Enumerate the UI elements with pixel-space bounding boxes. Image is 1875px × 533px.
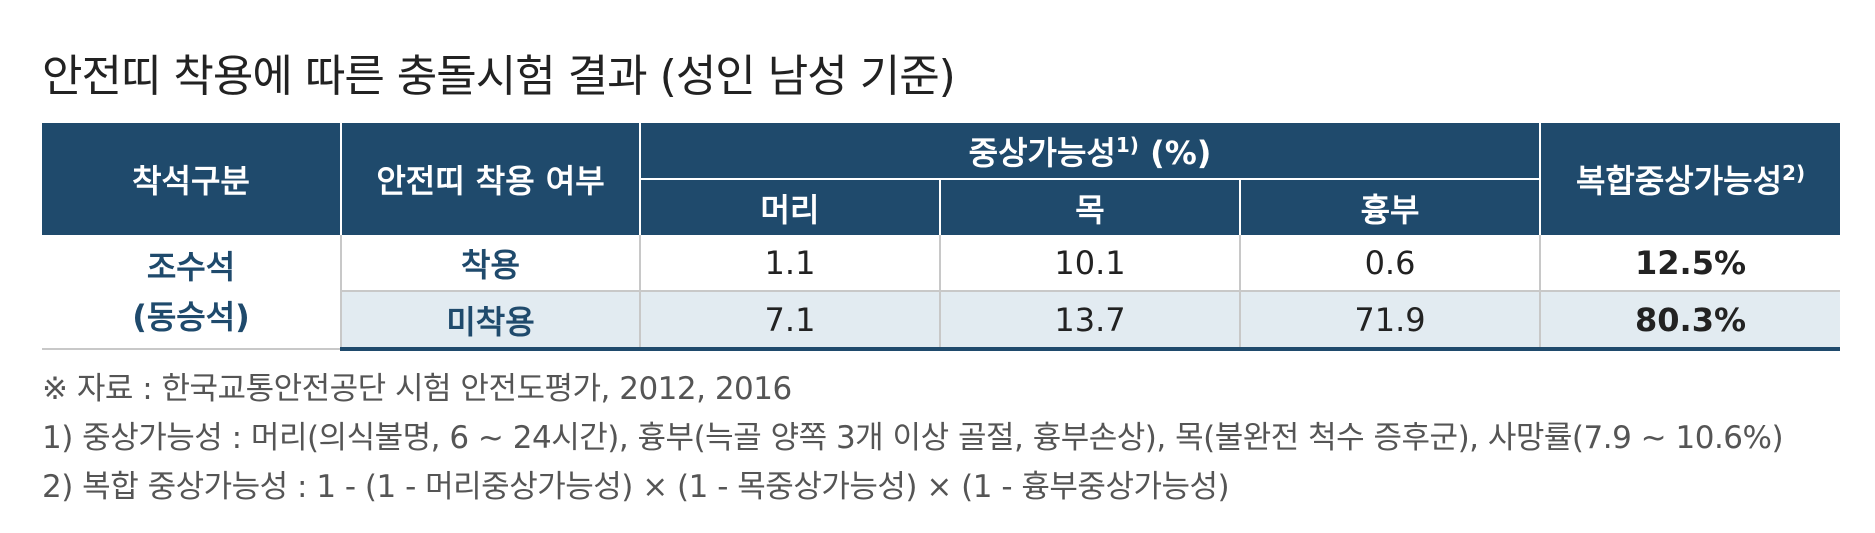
footnote-2: 2) 복합 중상가능성 : 1 - (1 - 머리중상가능성) × (1 - 목… bbox=[42, 469, 1230, 505]
header-injury-group: 중상가능성1) (%) bbox=[638, 123, 1542, 179]
value-head: 7.1 bbox=[639, 291, 940, 351]
table-row: 미착용 7.1 13.7 71.9 80.3% bbox=[42, 291, 1841, 351]
seat-label: 조수석 (동승석) bbox=[42, 235, 341, 350]
value-chest: 71.9 bbox=[1238, 291, 1541, 351]
header-injury-group-footnote: 1) bbox=[1115, 132, 1139, 157]
value-chest: 0.6 bbox=[1238, 235, 1541, 292]
crash-test-table: 착석구분 안전띠 착용 여부 중상가능성1) (%) 복합중상가능성2) 머리 … bbox=[42, 123, 1841, 351]
footnote-1: 1) 중상가능성 : 머리(의식불명, 6 ~ 24시간), 흉부(늑골 양쪽 … bbox=[42, 420, 1784, 456]
value-head: 1.1 bbox=[639, 235, 940, 292]
header-belt: 안전띠 착용 여부 bbox=[340, 123, 641, 235]
seat-label-line2: (동승석) bbox=[132, 297, 250, 336]
header-seat: 착석구분 bbox=[42, 123, 342, 235]
value-neck: 10.1 bbox=[939, 235, 1240, 292]
header-neck: 목 bbox=[939, 178, 1241, 235]
belt-status-not-worn: 미착용 bbox=[340, 291, 640, 351]
header-chest: 흉부 bbox=[1238, 178, 1542, 235]
footnotes: ※ 자료 : 한국교통안전공단 시험 안전도평가, 2012, 2016 1) … bbox=[42, 365, 1784, 512]
seat-label-line1: 조수석 bbox=[146, 247, 236, 286]
header-combined: 복합중상가능성2) bbox=[1539, 123, 1841, 235]
value-neck: 13.7 bbox=[939, 291, 1240, 351]
header-head: 머리 bbox=[640, 178, 941, 235]
header-combined-footnote: 2) bbox=[1782, 161, 1806, 185]
value-combined: 80.3% bbox=[1539, 291, 1841, 351]
source-note: ※ 자료 : 한국교통안전공단 시험 안전도평가, 2012, 2016 bbox=[42, 371, 792, 407]
header-injury-group-unit: (%) bbox=[1138, 133, 1212, 172]
header-injury-group-label: 중상가능성 bbox=[968, 133, 1116, 172]
table-row: 조수석 (동승석) 착용 1.1 10.1 0.6 12.5% bbox=[42, 235, 1841, 350]
page-title: 안전띠 착용에 따른 충돌시험 결과 (성인 남성 기준) bbox=[42, 51, 956, 102]
header-combined-label: 복합중상가능성 bbox=[1575, 162, 1783, 200]
value-combined: 12.5% bbox=[1539, 235, 1841, 292]
belt-status-worn: 착용 bbox=[340, 235, 640, 292]
